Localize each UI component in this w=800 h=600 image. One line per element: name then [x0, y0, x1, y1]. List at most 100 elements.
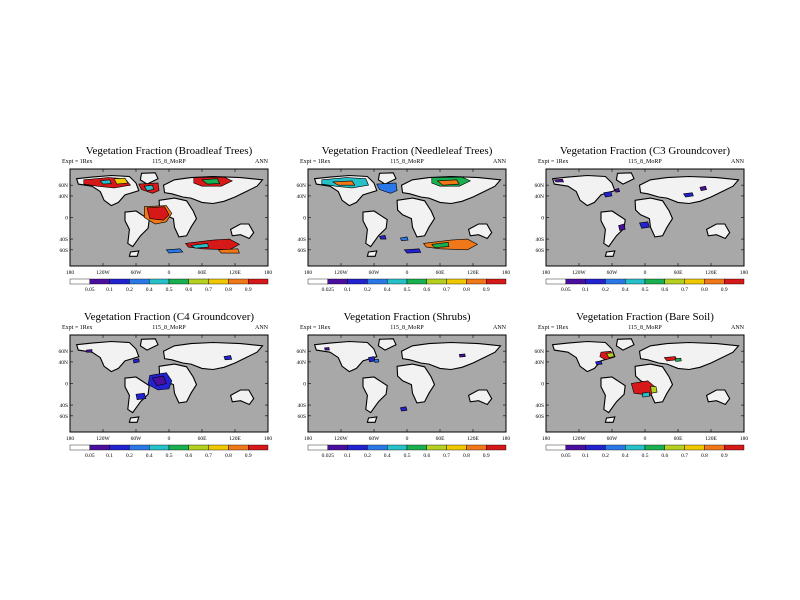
lon-tick-label: 180: [66, 270, 75, 276]
lat-tick-label: 0: [303, 216, 306, 222]
data-region-2: [606, 352, 615, 358]
colorbar-swatch: [307, 278, 328, 285]
data-region-6: [379, 234, 387, 240]
lon-tick-label: 60E: [198, 270, 208, 276]
land-africa: [634, 197, 674, 238]
colorbar-swatch: [188, 444, 209, 451]
lon-tick-label: 60E: [436, 436, 446, 442]
lon-tick-label: 180: [264, 270, 273, 276]
lon-tick-label: 0: [406, 270, 409, 276]
data-region-3: [324, 347, 330, 351]
lon-tick-label: 60W: [607, 270, 619, 276]
colorbar-swatch: [327, 444, 348, 451]
colorbar-swatch: [545, 278, 566, 285]
land-australia: [705, 389, 731, 406]
chart-left-note: Expt = 1Rex: [62, 325, 92, 331]
lon-tick-label: 0: [168, 436, 171, 442]
land-greenland: [139, 172, 159, 185]
land-greenland: [615, 338, 635, 351]
data-region-2: [113, 177, 129, 185]
land-antarctica-peninsula: [128, 250, 140, 257]
colorbar-label: 0.7: [443, 453, 450, 459]
data-region-1: [368, 356, 376, 363]
data-region-12: [165, 248, 184, 254]
lat-tick-label: 60S: [297, 414, 306, 420]
colorbar-swatch: [724, 278, 745, 285]
colorbar-swatch: [704, 278, 725, 285]
land-africa: [396, 363, 436, 404]
land-antarctica-peninsula: [604, 250, 616, 257]
chart-subtitle: 115_8_MoRP: [152, 325, 186, 331]
land-greenland: [377, 172, 397, 185]
colorbar-label: 0.2: [364, 287, 371, 293]
lat-tick-label: 40S: [535, 403, 544, 409]
lat-tick-label: 40S: [297, 403, 306, 409]
colorbar-swatch: [168, 278, 189, 285]
lon-tick-label: 180: [740, 270, 749, 276]
colorbar-label: 0.1: [344, 453, 351, 459]
colorbar-swatch: [148, 444, 170, 451]
chart-panel-1: Vegetation Fraction (Broadleaf Trees) 115…: [59, 145, 273, 293]
colorbar-label: 0.9: [483, 287, 490, 293]
lon-tick-label: 120E: [229, 436, 241, 442]
lon-tick-label: 180: [304, 270, 313, 276]
data-region-4: [639, 221, 650, 229]
lon-tick-label: 0: [406, 436, 409, 442]
colorbar-swatch: [387, 278, 408, 285]
colorbar-swatch: [247, 444, 269, 451]
lon-tick-label: 0: [644, 270, 647, 276]
lat-tick-label: 40S: [59, 403, 68, 409]
chart-panel-4: Vegetation Fraction (C4 Groundcover) 115_…: [59, 311, 273, 459]
land-eurasia: [638, 341, 740, 371]
map-layer: [313, 338, 502, 423]
colorbar-label: 0.9: [245, 287, 252, 293]
land-antarctica-peninsula: [366, 416, 378, 423]
lon-tick-label: 180: [542, 270, 551, 276]
colorbar-label: 0.8: [225, 453, 232, 459]
colorbar-swatch: [367, 278, 388, 285]
data-region-3: [135, 392, 147, 401]
colorbar-swatch: [585, 444, 606, 451]
colorbar-swatch: [545, 444, 566, 451]
lon-tick-label: 120W: [572, 436, 586, 442]
lat-tick-label: 40N: [59, 360, 69, 366]
colorbar-swatch: [605, 444, 626, 451]
lat-tick-label: 0: [303, 382, 306, 388]
data-region-4: [132, 358, 140, 364]
data-region-11: [190, 243, 209, 249]
colorbar-label: 0.4: [622, 287, 629, 293]
colorbar-swatch: [208, 278, 229, 285]
colorbar-label: 0.2: [602, 453, 609, 459]
colorbar-label: 0.1: [582, 453, 589, 459]
data-region-4: [674, 357, 682, 362]
colorbar-label: 0.5: [166, 287, 173, 293]
lon-tick-label: 120E: [467, 436, 479, 442]
map-layer: [551, 338, 740, 423]
chart-left-note: Expt = 1Rex: [538, 325, 568, 331]
lat-tick-label: 40N: [535, 360, 545, 366]
lat-tick-label: 40S: [297, 237, 306, 243]
land-north-america: [75, 340, 140, 373]
colorbar-swatch: [89, 278, 110, 285]
colorbar-label: 0.9: [721, 453, 728, 459]
lat-tick-label: 60N: [535, 183, 545, 189]
lon-tick-label: 120W: [96, 270, 110, 276]
lon-tick-label: 180: [264, 436, 273, 442]
lat-tick-label: 60N: [59, 349, 69, 355]
colorbar-swatch: [367, 444, 388, 451]
colorbar-swatch: [208, 444, 229, 451]
data-region-7: [201, 178, 221, 185]
lon-tick-label: 60W: [369, 436, 381, 442]
colorbar-label: 0.9: [721, 287, 728, 293]
chart-right-note: ANN: [731, 159, 745, 165]
land-south-america: [124, 210, 150, 248]
land-australia: [467, 223, 493, 240]
lat-tick-label: 0: [541, 216, 544, 222]
data-region-2: [373, 358, 380, 363]
land-australia: [229, 389, 255, 406]
data-region-7: [641, 391, 650, 398]
colorbar-swatch: [228, 278, 249, 285]
land-greenland: [139, 338, 159, 351]
data-region-6: [650, 385, 658, 394]
colorbar-label: 0.025: [322, 287, 335, 293]
